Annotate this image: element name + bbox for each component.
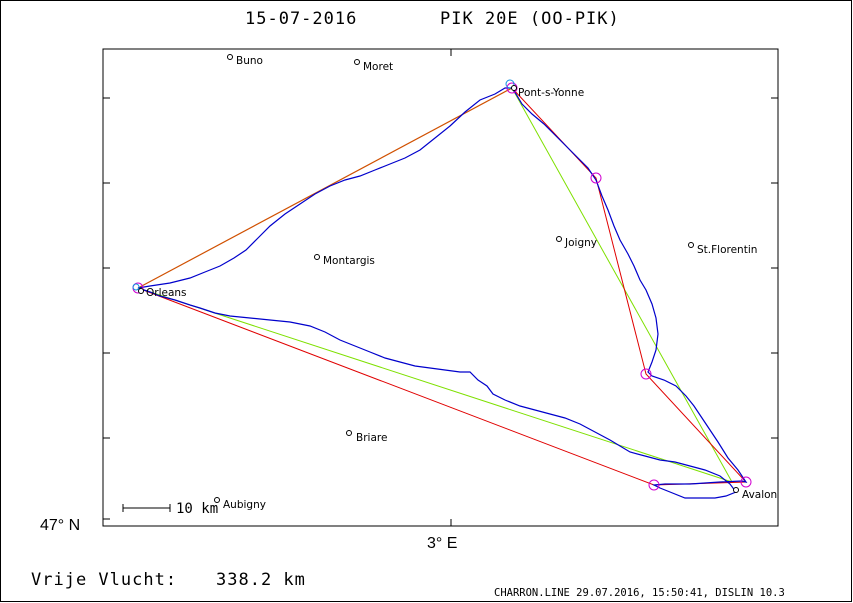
town-labels: Buno Moret Pont-s-Yonne Joigny St.Floren… <box>146 55 777 511</box>
town-marker-briare <box>346 430 352 436</box>
town-label-joigny: Joigny <box>564 237 597 249</box>
credit-line: CHARRON.LINE 29.07.2016, 15:50:41, DISLI… <box>494 587 785 599</box>
town-label-avalon: Avalon <box>742 489 777 501</box>
town-markers <box>138 54 739 503</box>
town-label-moret: Moret <box>363 61 393 73</box>
map-plot-area <box>102 48 779 527</box>
distance-value: 338.2 km <box>216 570 306 590</box>
town-label-stflorentin: St.Florentin <box>697 244 757 256</box>
turnpoint-2 <box>590 172 602 184</box>
town-label-aubigny: Aubigny <box>223 499 266 511</box>
town-marker-moret <box>354 59 360 65</box>
scale-label: 10 km <box>176 501 218 517</box>
town-marker-buno <box>227 54 233 60</box>
town-marker-stflorentin <box>688 242 694 248</box>
town-marker-orleans <box>138 288 144 294</box>
turnpoints <box>132 82 752 491</box>
flight-track <box>137 87 748 499</box>
turnpoint-5 <box>648 479 660 491</box>
town-label-montargis: Montargis <box>323 255 375 267</box>
distance-label: Vrije Vlucht: <box>31 570 178 590</box>
turnpoint-3 <box>640 368 652 380</box>
town-marker-aubigny <box>214 497 220 503</box>
task-leg <box>137 87 748 486</box>
lon-label: 3° E <box>427 535 457 552</box>
turnpoint-markers-cyan <box>132 79 515 291</box>
town-marker-montargis <box>314 254 320 260</box>
aircraft-id: PIK 20E (OO-PIK) <box>440 9 620 29</box>
town-marker-joigny <box>556 236 562 242</box>
flight-date: 15-07-2016 <box>245 9 358 29</box>
turnpoint-4 <box>740 476 752 488</box>
town-label-buno: Buno <box>236 55 263 67</box>
axis-ticks <box>103 49 778 526</box>
town-label-pont: Pont-s-Yonne <box>518 87 584 99</box>
scale-bar: 10 km <box>122 501 218 517</box>
town-label-orleans: Orleans <box>146 287 187 299</box>
lat-label: 47° N <box>40 517 80 534</box>
town-marker-avalon <box>733 487 739 493</box>
town-marker-pont <box>511 85 517 91</box>
task-polygon <box>137 87 748 486</box>
town-label-briare: Briare <box>356 432 387 444</box>
